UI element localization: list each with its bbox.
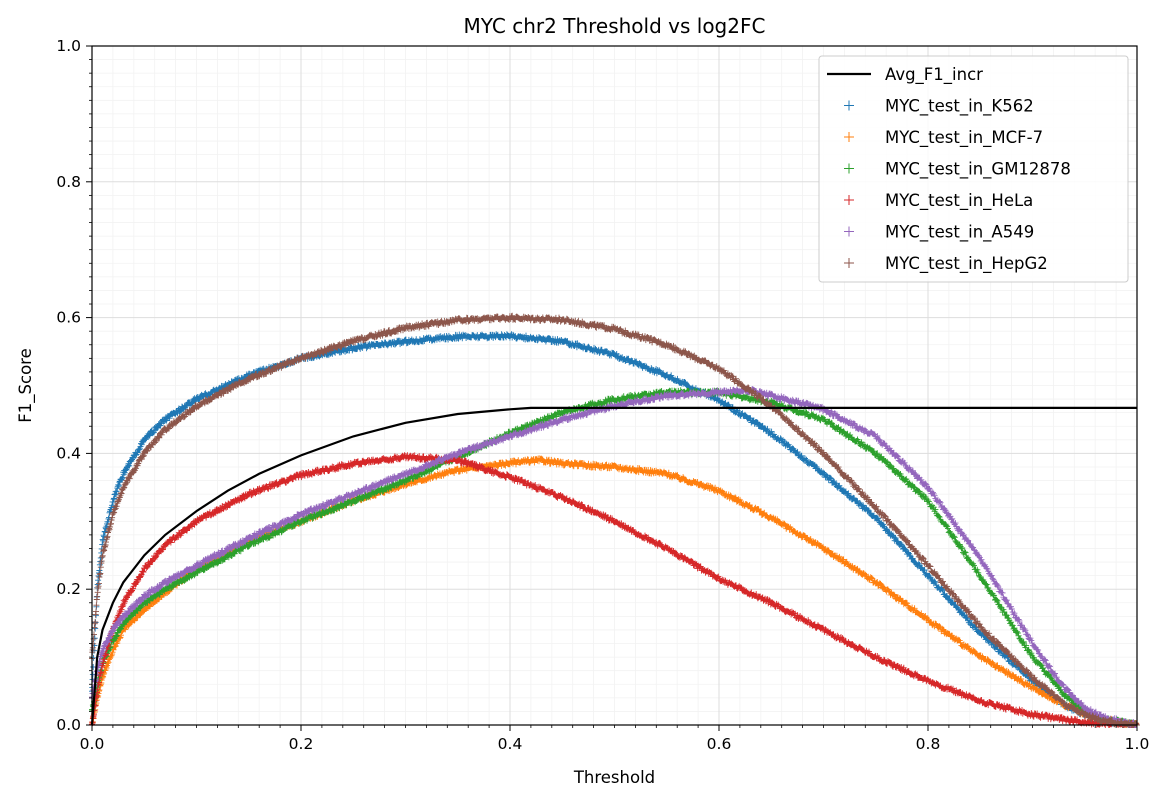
x-axis-label: Threshold xyxy=(573,768,655,787)
legend-label-myc-test-in-hela: MYC_test_in_HeLa xyxy=(885,191,1033,211)
legend-label-myc-test-in-k562: MYC_test_in_K562 xyxy=(885,97,1034,117)
legend-swatch-myc-test-in-hela xyxy=(844,195,854,205)
legend-swatch-myc-test-in-a549 xyxy=(844,226,854,237)
y-tick-label: 0.4 xyxy=(56,444,81,462)
legend: Avg_F1_incr MYC_test_in_K562 MYC_test_in_M… xyxy=(818,55,1129,283)
x-tick-label: 0.2 xyxy=(289,735,314,753)
axis-ticks: 0.0 0.2 0.4 0.6 0.8 1.0 0.0 0.2 0.4 0.6 0.8 1.0 xyxy=(56,37,1149,753)
y-tick-label: 0.8 xyxy=(56,173,81,191)
legend-swatch-myc-test-in-k562 xyxy=(844,100,854,111)
legend-box xyxy=(818,55,1129,283)
y-axis-label: F1_Score xyxy=(16,348,36,422)
legend-swatch-myc-test-in-mcf-7 xyxy=(844,132,854,142)
chart-title: MYC chr2 Threshold vs log2FC xyxy=(464,14,766,38)
y-tick-label: 0.0 xyxy=(56,716,81,734)
legend-label-myc-test-in-gm12878: MYC_test_in_GM12878 xyxy=(885,160,1071,180)
series-line-avg-f1-incr xyxy=(90,406,1137,726)
legend-swatch-myc-test-in-gm12878 xyxy=(844,163,854,174)
x-tick-label: 0.6 xyxy=(707,735,732,753)
legend-label-avg-f1-incr: Avg_F1_incr xyxy=(885,65,983,85)
y-tick-label: 0.6 xyxy=(56,309,81,327)
legend-label-myc-test-in-a549: MYC_test_in_A549 xyxy=(885,223,1034,243)
legend-label-myc-test-in-mcf-7: MYC_test_in_MCF-7 xyxy=(885,128,1043,148)
y-tick-label: 1.0 xyxy=(56,37,81,55)
plot-area xyxy=(89,312,1140,728)
x-tick-label: 0.4 xyxy=(498,735,523,753)
legend-label-myc-test-in-hepg2: MYC_test_in_HepG2 xyxy=(885,254,1048,274)
x-tick-label: 0.8 xyxy=(916,735,941,753)
major-grid xyxy=(92,46,1137,725)
legend-swatch-myc-test-in-hepg2 xyxy=(844,258,854,268)
minor-grid xyxy=(92,46,1137,725)
x-tick-label: 1.0 xyxy=(1125,735,1150,753)
y-tick-label: 0.2 xyxy=(56,580,81,598)
x-tick-label: 0.0 xyxy=(80,735,105,753)
